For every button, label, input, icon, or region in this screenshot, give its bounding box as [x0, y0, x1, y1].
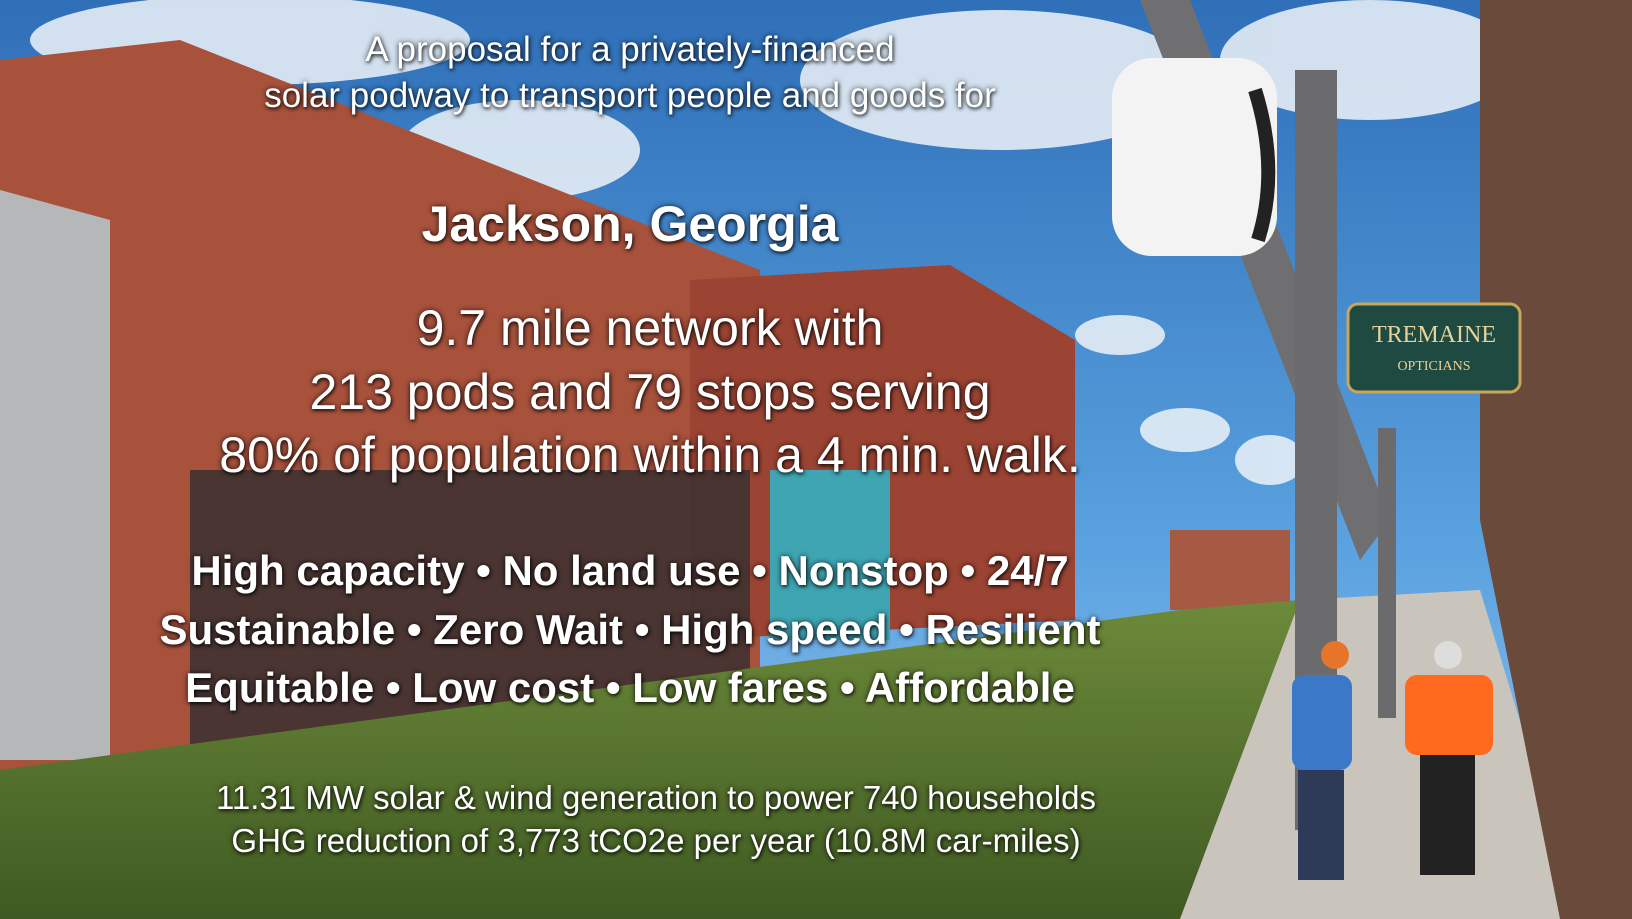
stat-line: 11.31 MW solar & wind generation to powe…: [216, 779, 1096, 816]
feature-line: Equitable • Low cost • Low fares • Affor…: [185, 664, 1075, 711]
pod-window: [1248, 87, 1276, 243]
building: [1170, 530, 1290, 610]
pole: [1378, 428, 1396, 718]
pod: [1112, 58, 1277, 256]
building: [0, 190, 110, 760]
grass: [0, 600, 1300, 919]
feature-line: Sustainable • Zero Wait • High speed • R…: [159, 606, 1101, 653]
shop-sign: [1346, 302, 1522, 394]
feature-line: High capacity • No land use • Nonstop • …: [191, 547, 1069, 594]
title: Jackson, Georgia: [421, 196, 839, 252]
pedestrians: [1292, 641, 1493, 880]
sign-text: OPTICIANS: [1397, 359, 1470, 374]
network-line: 80% of population within a 4 min. walk.: [219, 427, 1081, 483]
building: [1480, 0, 1632, 919]
header-line: solar podway to transport people and goo…: [264, 76, 996, 115]
sign-text: TREMAINE: [1372, 322, 1496, 348]
storefront: [770, 470, 890, 640]
network-line: 9.7 mile network with: [416, 300, 884, 356]
stat-line: GHG reduction of 3,773 tCO2e per year (1…: [231, 822, 1081, 859]
network-line: 213 pods and 79 stops serving: [309, 364, 991, 420]
sidewalk: [1180, 590, 1580, 919]
clouds: [30, 0, 1520, 485]
header-line: A proposal for a privately-financed: [365, 30, 895, 69]
